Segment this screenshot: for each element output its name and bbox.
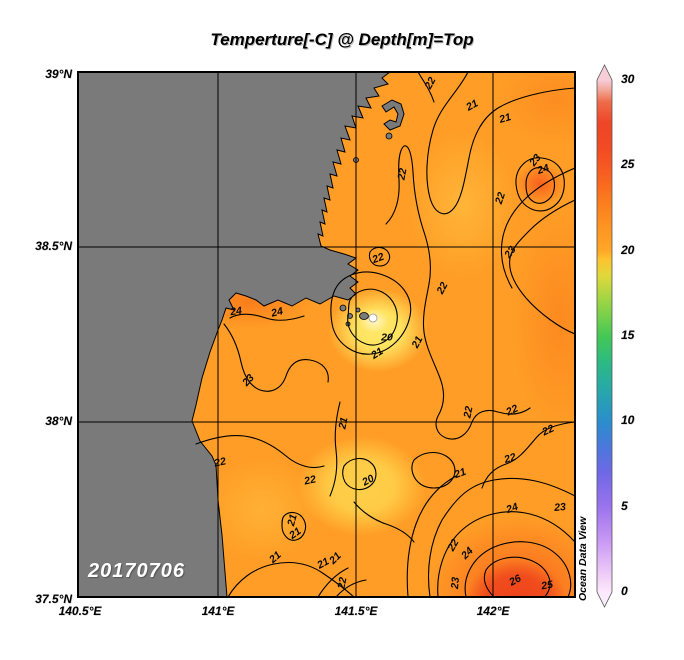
colorbar-tick-label: 25 [621,157,635,172]
x-tick-label: 141°E [201,604,235,618]
colorbar-tick-label: 20 [621,242,635,257]
colorbar-tick-label: 15 [621,328,635,342]
contour-label: 22 [445,537,462,554]
contour-label: 22 [212,455,227,469]
graticule [78,72,575,597]
colorbar-tick-label: 10 [621,413,635,428]
map-frame [77,71,576,598]
contour-label: 21 [452,466,468,482]
colorbar [596,64,613,608]
cool-patch-south [298,436,426,536]
contour-label: 21 [368,345,385,362]
contour-label: 24 [504,501,520,517]
contour-label: 24 [535,162,551,177]
cool-band-sw [204,458,320,562]
contour-label: 22 [302,473,317,487]
y-tick-label: 37.5°N [35,592,72,606]
contour-label: 25 [539,579,554,593]
contour-label: 22 [370,251,386,267]
contour-label: 22 [461,405,475,420]
contour-label: 22 [493,191,508,207]
contour-label: 22 [539,422,556,438]
contour-label: 24 [269,305,284,320]
x-tick-label: 142°E [476,604,510,618]
contour-label: 23 [553,501,567,514]
contour-label: 21 [409,334,426,351]
contour-label: 22 [395,167,409,182]
station-marker [368,313,378,323]
y-tick-label: 39°N [45,67,72,81]
contour-label: 22 [422,75,439,92]
contour-label: 22 [502,451,518,466]
contour-label: 23 [449,577,462,591]
contour-label: 21 [314,555,331,572]
page-title: Temperture[-C] @ Depth[m]=Top [210,30,474,49]
warm-eddy-se-core [466,560,566,597]
contour-label: 22 [335,576,349,591]
x-tick-label: 140.5°E [58,604,102,618]
contour-label: 21 [336,416,350,431]
date-stamp: 20170706 [88,560,185,582]
colorbar-tick-label: 0 [621,584,628,598]
x-tick-label: 141.5°E [334,604,378,618]
contour-label: 22 [434,280,451,297]
contour-label: 20 [359,472,376,489]
contour-label: 21 [463,97,480,114]
warm-east-band [512,208,575,432]
contour-label: 20 [380,332,393,344]
contour-label: 21 [497,111,513,126]
islet [355,307,361,313]
contour-label: 22 [503,402,520,418]
contour-lines [195,72,575,597]
islet [339,304,347,312]
islet [385,132,393,140]
colorbar-tick-label: 30 [621,72,635,86]
contour-label: 26 [506,572,523,589]
cool-tongue-shading [407,130,517,280]
island-hook [381,99,405,131]
contour-label: 24 [228,305,242,319]
y-tick-label: 38.5°N [35,239,72,253]
odv-watermark: Ocean Data View [577,516,589,601]
colorbar-tick-label: 5 [621,498,628,513]
y-tick-label: 38°N [45,414,72,428]
islet-near-station [359,312,369,320]
contour-label: 21 [285,513,300,529]
